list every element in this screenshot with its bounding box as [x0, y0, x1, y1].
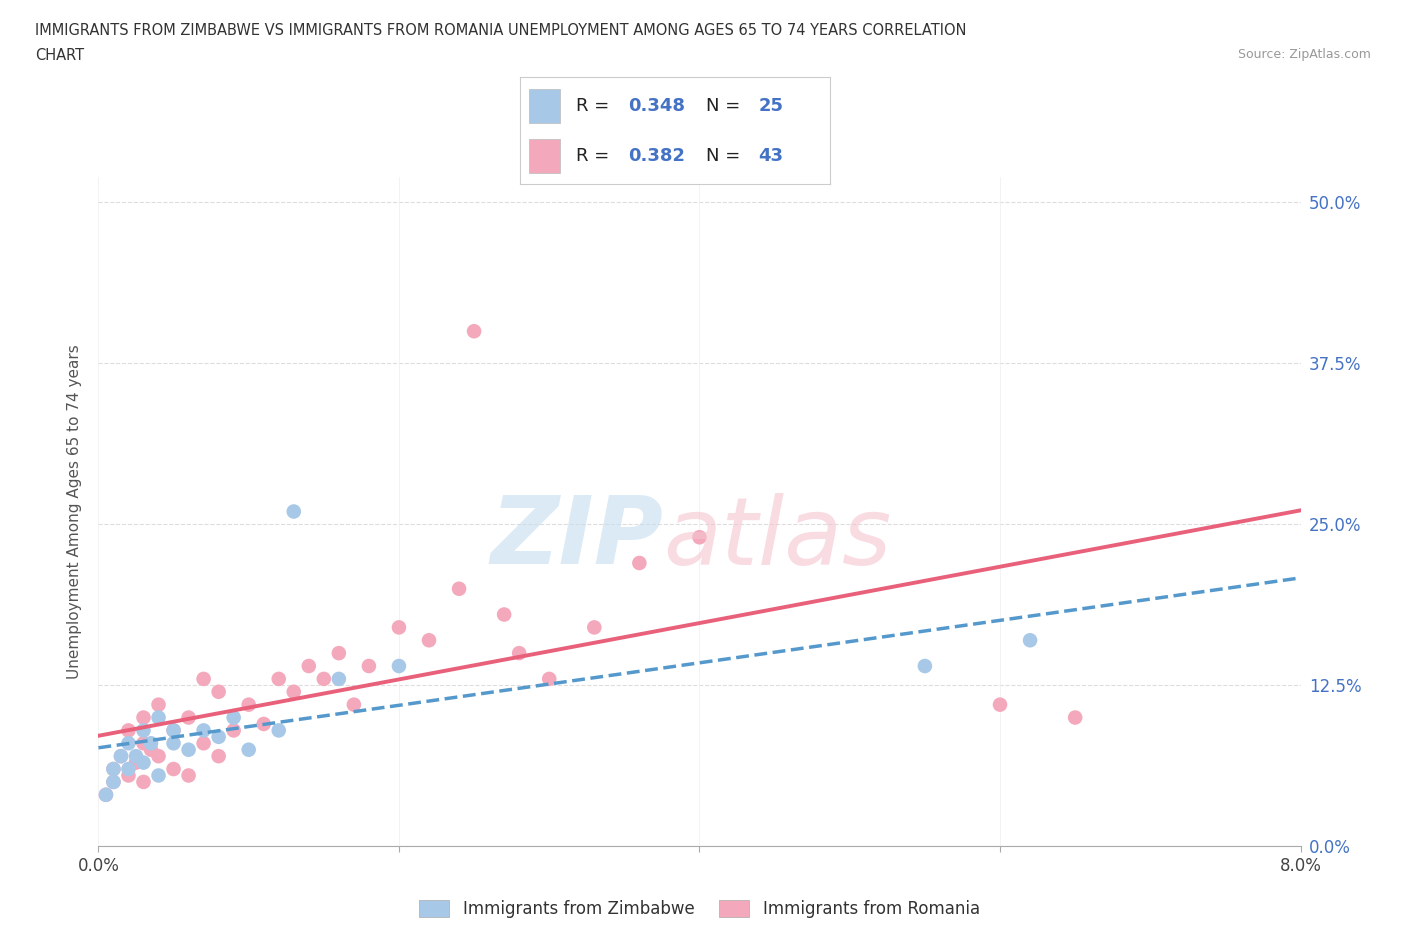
Point [148, 711, 170, 725]
Point [132, 755, 155, 770]
Point [94, 788, 117, 803]
Point [538, 671, 561, 686]
Point [343, 698, 366, 712]
Point [162, 723, 184, 737]
Point [125, 755, 148, 770]
Point [103, 762, 125, 777]
Point [110, 749, 132, 764]
Point [494, 607, 516, 622]
Point [117, 723, 139, 737]
Point [193, 736, 215, 751]
Text: ZIP: ZIP [491, 492, 664, 584]
Point [193, 671, 215, 686]
Point [328, 645, 350, 660]
Point [110, 749, 132, 764]
Text: 43: 43 [758, 147, 783, 166]
Text: 25: 25 [758, 97, 783, 115]
Point [1019, 632, 1042, 647]
Point [238, 742, 260, 757]
Point [328, 671, 350, 686]
Point [103, 762, 125, 777]
Point [177, 742, 200, 757]
Point [139, 736, 162, 751]
Point [162, 762, 184, 777]
Point [418, 632, 440, 647]
Point [148, 698, 170, 712]
Point [103, 775, 125, 790]
Point [222, 723, 245, 737]
Point [208, 684, 231, 699]
Point [988, 698, 1011, 712]
Point [447, 581, 470, 596]
Point [298, 658, 321, 673]
Point [267, 671, 290, 686]
Text: atlas: atlas [664, 493, 891, 584]
Point [193, 723, 215, 737]
Text: 0.382: 0.382 [628, 147, 686, 166]
Text: N =: N = [706, 147, 745, 166]
Point [253, 716, 276, 731]
Text: N =: N = [706, 97, 745, 115]
Point [463, 324, 485, 339]
Point [125, 749, 148, 764]
Text: Source: ZipAtlas.com: Source: ZipAtlas.com [1237, 48, 1371, 61]
Y-axis label: Unemployment Among Ages 65 to 74 years: Unemployment Among Ages 65 to 74 years [67, 344, 83, 679]
Point [914, 658, 936, 673]
Point [583, 620, 606, 635]
Point [139, 742, 162, 757]
Point [132, 711, 155, 725]
Point [283, 504, 305, 519]
Point [148, 768, 170, 783]
Point [117, 762, 139, 777]
Point [132, 736, 155, 751]
Point [508, 645, 530, 660]
Point [1064, 711, 1087, 725]
Point [238, 698, 260, 712]
Point [388, 658, 411, 673]
Point [132, 723, 155, 737]
Point [177, 711, 200, 725]
Text: CHART: CHART [35, 48, 84, 63]
Point [283, 684, 305, 699]
Point [177, 768, 200, 783]
Point [117, 768, 139, 783]
Point [103, 775, 125, 790]
FancyBboxPatch shape [530, 140, 561, 173]
Point [148, 749, 170, 764]
Text: R =: R = [576, 97, 614, 115]
Point [117, 736, 139, 751]
Point [357, 658, 380, 673]
Point [208, 729, 231, 744]
Point [312, 671, 335, 686]
Point [388, 620, 411, 635]
Point [94, 788, 117, 803]
Point [267, 723, 290, 737]
Point [162, 736, 184, 751]
Text: R =: R = [576, 147, 614, 166]
Point [162, 723, 184, 737]
Legend: Immigrants from Zimbabwe, Immigrants from Romania: Immigrants from Zimbabwe, Immigrants fro… [412, 894, 987, 925]
Text: IMMIGRANTS FROM ZIMBABWE VS IMMIGRANTS FROM ROMANIA UNEMPLOYMENT AMONG AGES 65 T: IMMIGRANTS FROM ZIMBABWE VS IMMIGRANTS F… [35, 23, 967, 38]
Point [208, 749, 231, 764]
FancyBboxPatch shape [530, 89, 561, 123]
Point [132, 775, 155, 790]
Point [222, 711, 245, 725]
Text: 0.348: 0.348 [628, 97, 686, 115]
Point [628, 555, 651, 570]
Point [689, 530, 711, 545]
